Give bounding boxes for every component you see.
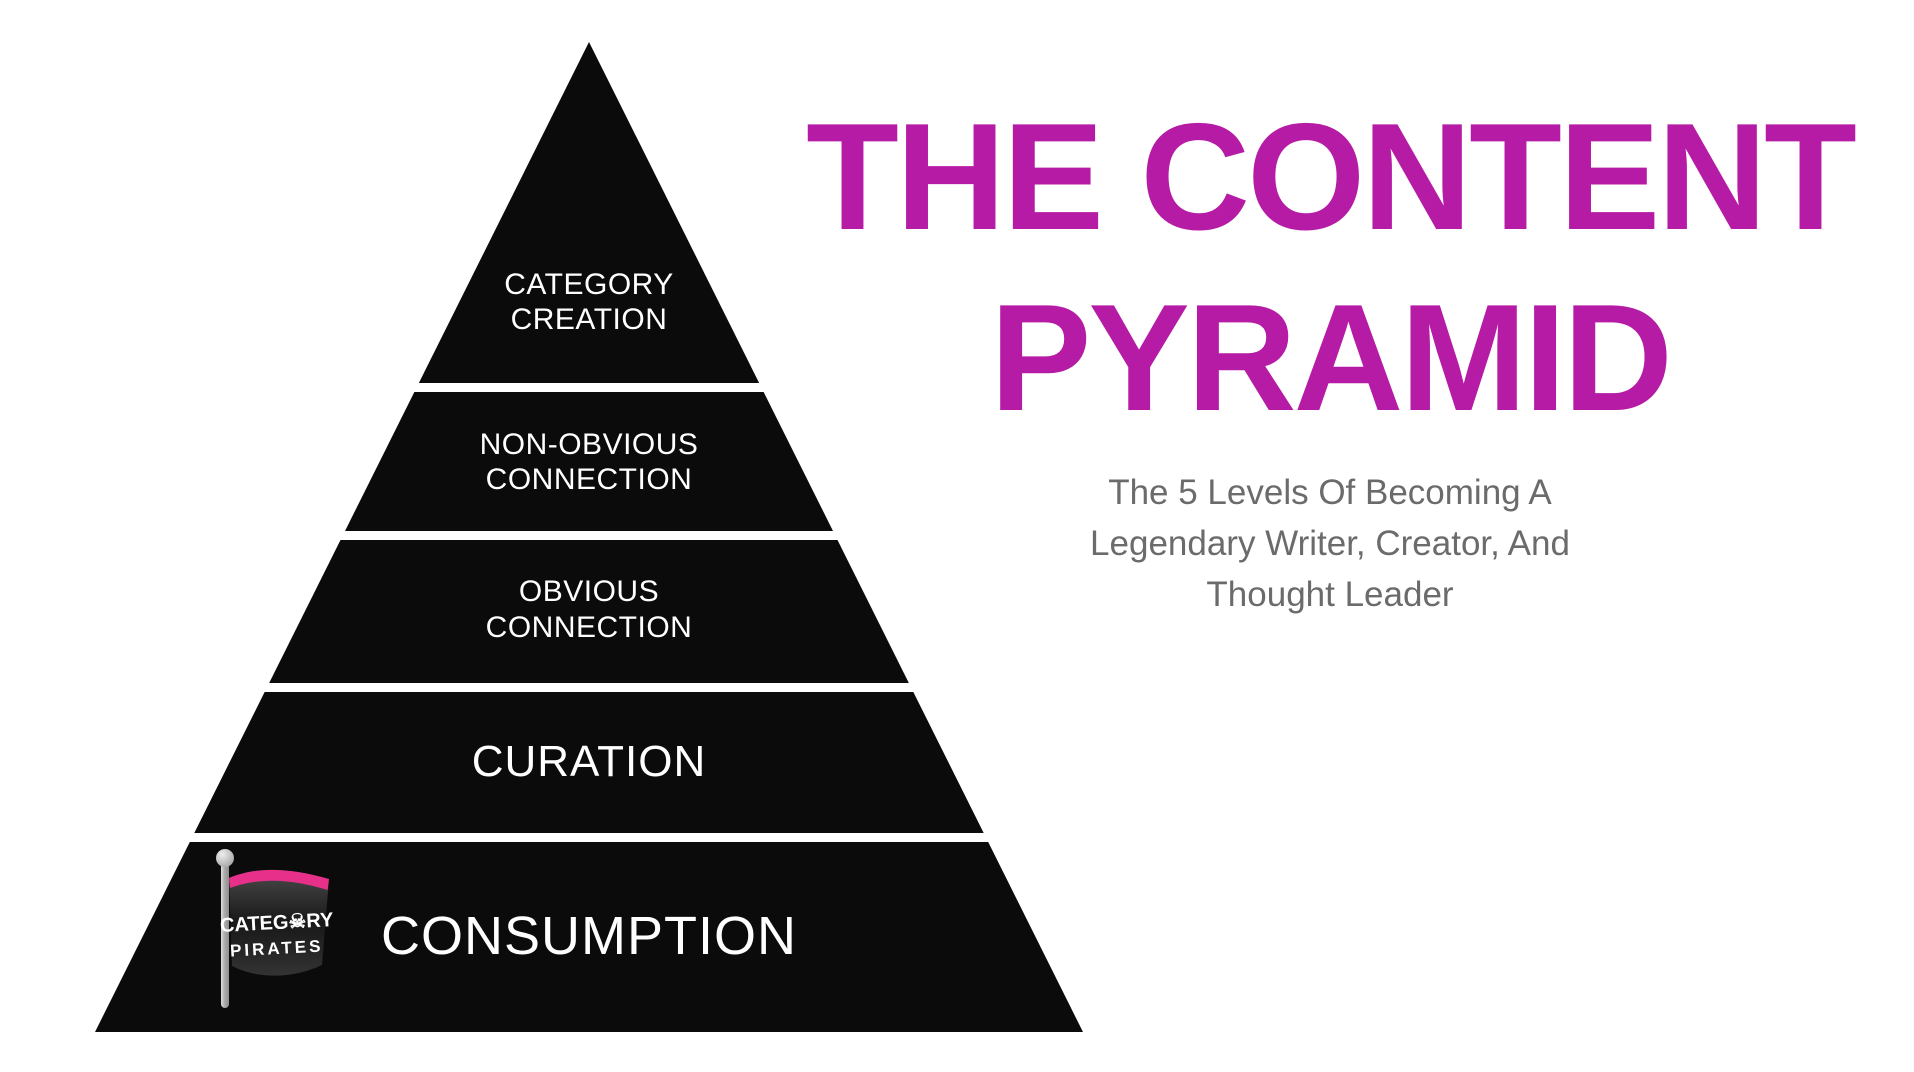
level-divider-3 [70,683,1108,692]
page-title: THE CONTENT PYRAMID [745,87,1914,449]
pirate-flag-icon: CATEG☠RY PIRATES [216,849,335,1008]
level-label-line: OBVIOUS [518,575,660,608]
subtitle-line: Thought Leader [1206,575,1454,614]
level-label-line: CONSUMPTION [381,906,797,966]
level-divider-4 [70,833,1108,842]
pyramid-level-category-creation: CATEGORY CREATION [95,267,1083,337]
title-line: THE CONTENT [806,92,1857,262]
level-divider-1 [70,383,1108,392]
level-label-line: CURATION [471,737,707,786]
pyramid-level-consumption: CONSUMPTION [95,906,1083,966]
logo-text-pirates: PIRATES [230,937,324,961]
level-label-line: CATEGORY [504,268,674,301]
level-label-line: CREATION [510,303,668,336]
level-divider-2 [70,531,1108,540]
level-label-line: CONNECTION [485,611,693,644]
pyramid-level-curation: CURATION [95,737,1083,787]
subtitle-line: Legendary Writer, Creator, And [1090,524,1570,563]
page-subtitle: The 5 Levels Of Becoming A Legendary Wri… [845,467,1815,620]
level-label-line: NON-OBVIOUS [479,428,699,461]
pyramid-level-non-obvious-connection: NON-OBVIOUS CONNECTION [95,427,1083,497]
level-label-line: CONNECTION [485,463,693,496]
title-line: PYRAMID [990,273,1673,443]
subtitle-line: The 5 Levels Of Becoming A [1108,473,1552,512]
content-pyramid: CATEGORY CREATION NON-OBVIOUS CONNECTION… [70,42,1108,1032]
category-pirates-logo: CATEG☠RY PIRATES [216,849,335,1008]
pyramid-level-obvious-connection: OBVIOUS CONNECTION [95,574,1083,646]
